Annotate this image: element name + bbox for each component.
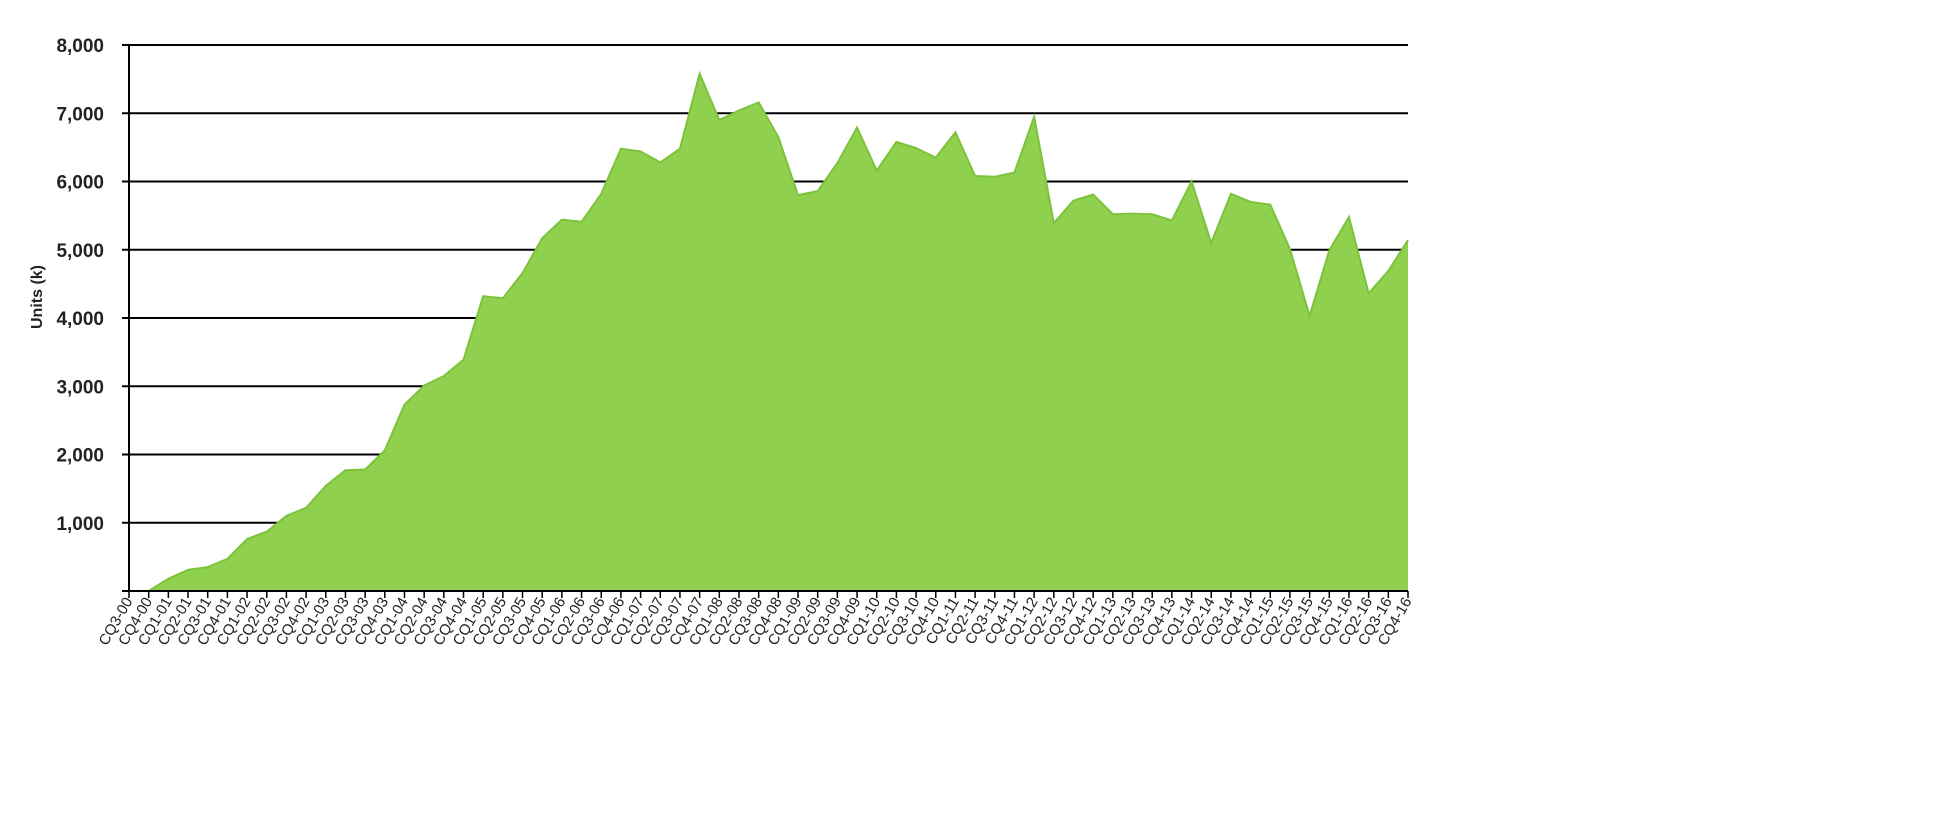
y-tick-label: 5,000	[56, 241, 104, 262]
y-tick-labels: 1,000 2,000 3,000 4,000 5,000 6,000 7,000 8,000	[56, 36, 129, 592]
y-tick-label: 7,000	[56, 104, 104, 125]
y-axis-label: Units (k)	[29, 265, 46, 329]
y-tick-label: 8,000	[56, 36, 104, 57]
y-tick-label: 3,000	[56, 377, 104, 398]
series-area	[129, 73, 1408, 591]
y-tick-label: 4,000	[56, 309, 104, 330]
y-tick-label: 6,000	[56, 173, 104, 194]
y-tick-label: 2,000	[56, 446, 104, 467]
x-tick-labels: CQ3-00CQ4-00CQ1-01CQ2-01CQ3-01CQ4-01CQ1-…	[95, 591, 1415, 648]
series-line	[129, 70, 1409, 592]
y-tick-label: 1,000	[56, 514, 104, 535]
